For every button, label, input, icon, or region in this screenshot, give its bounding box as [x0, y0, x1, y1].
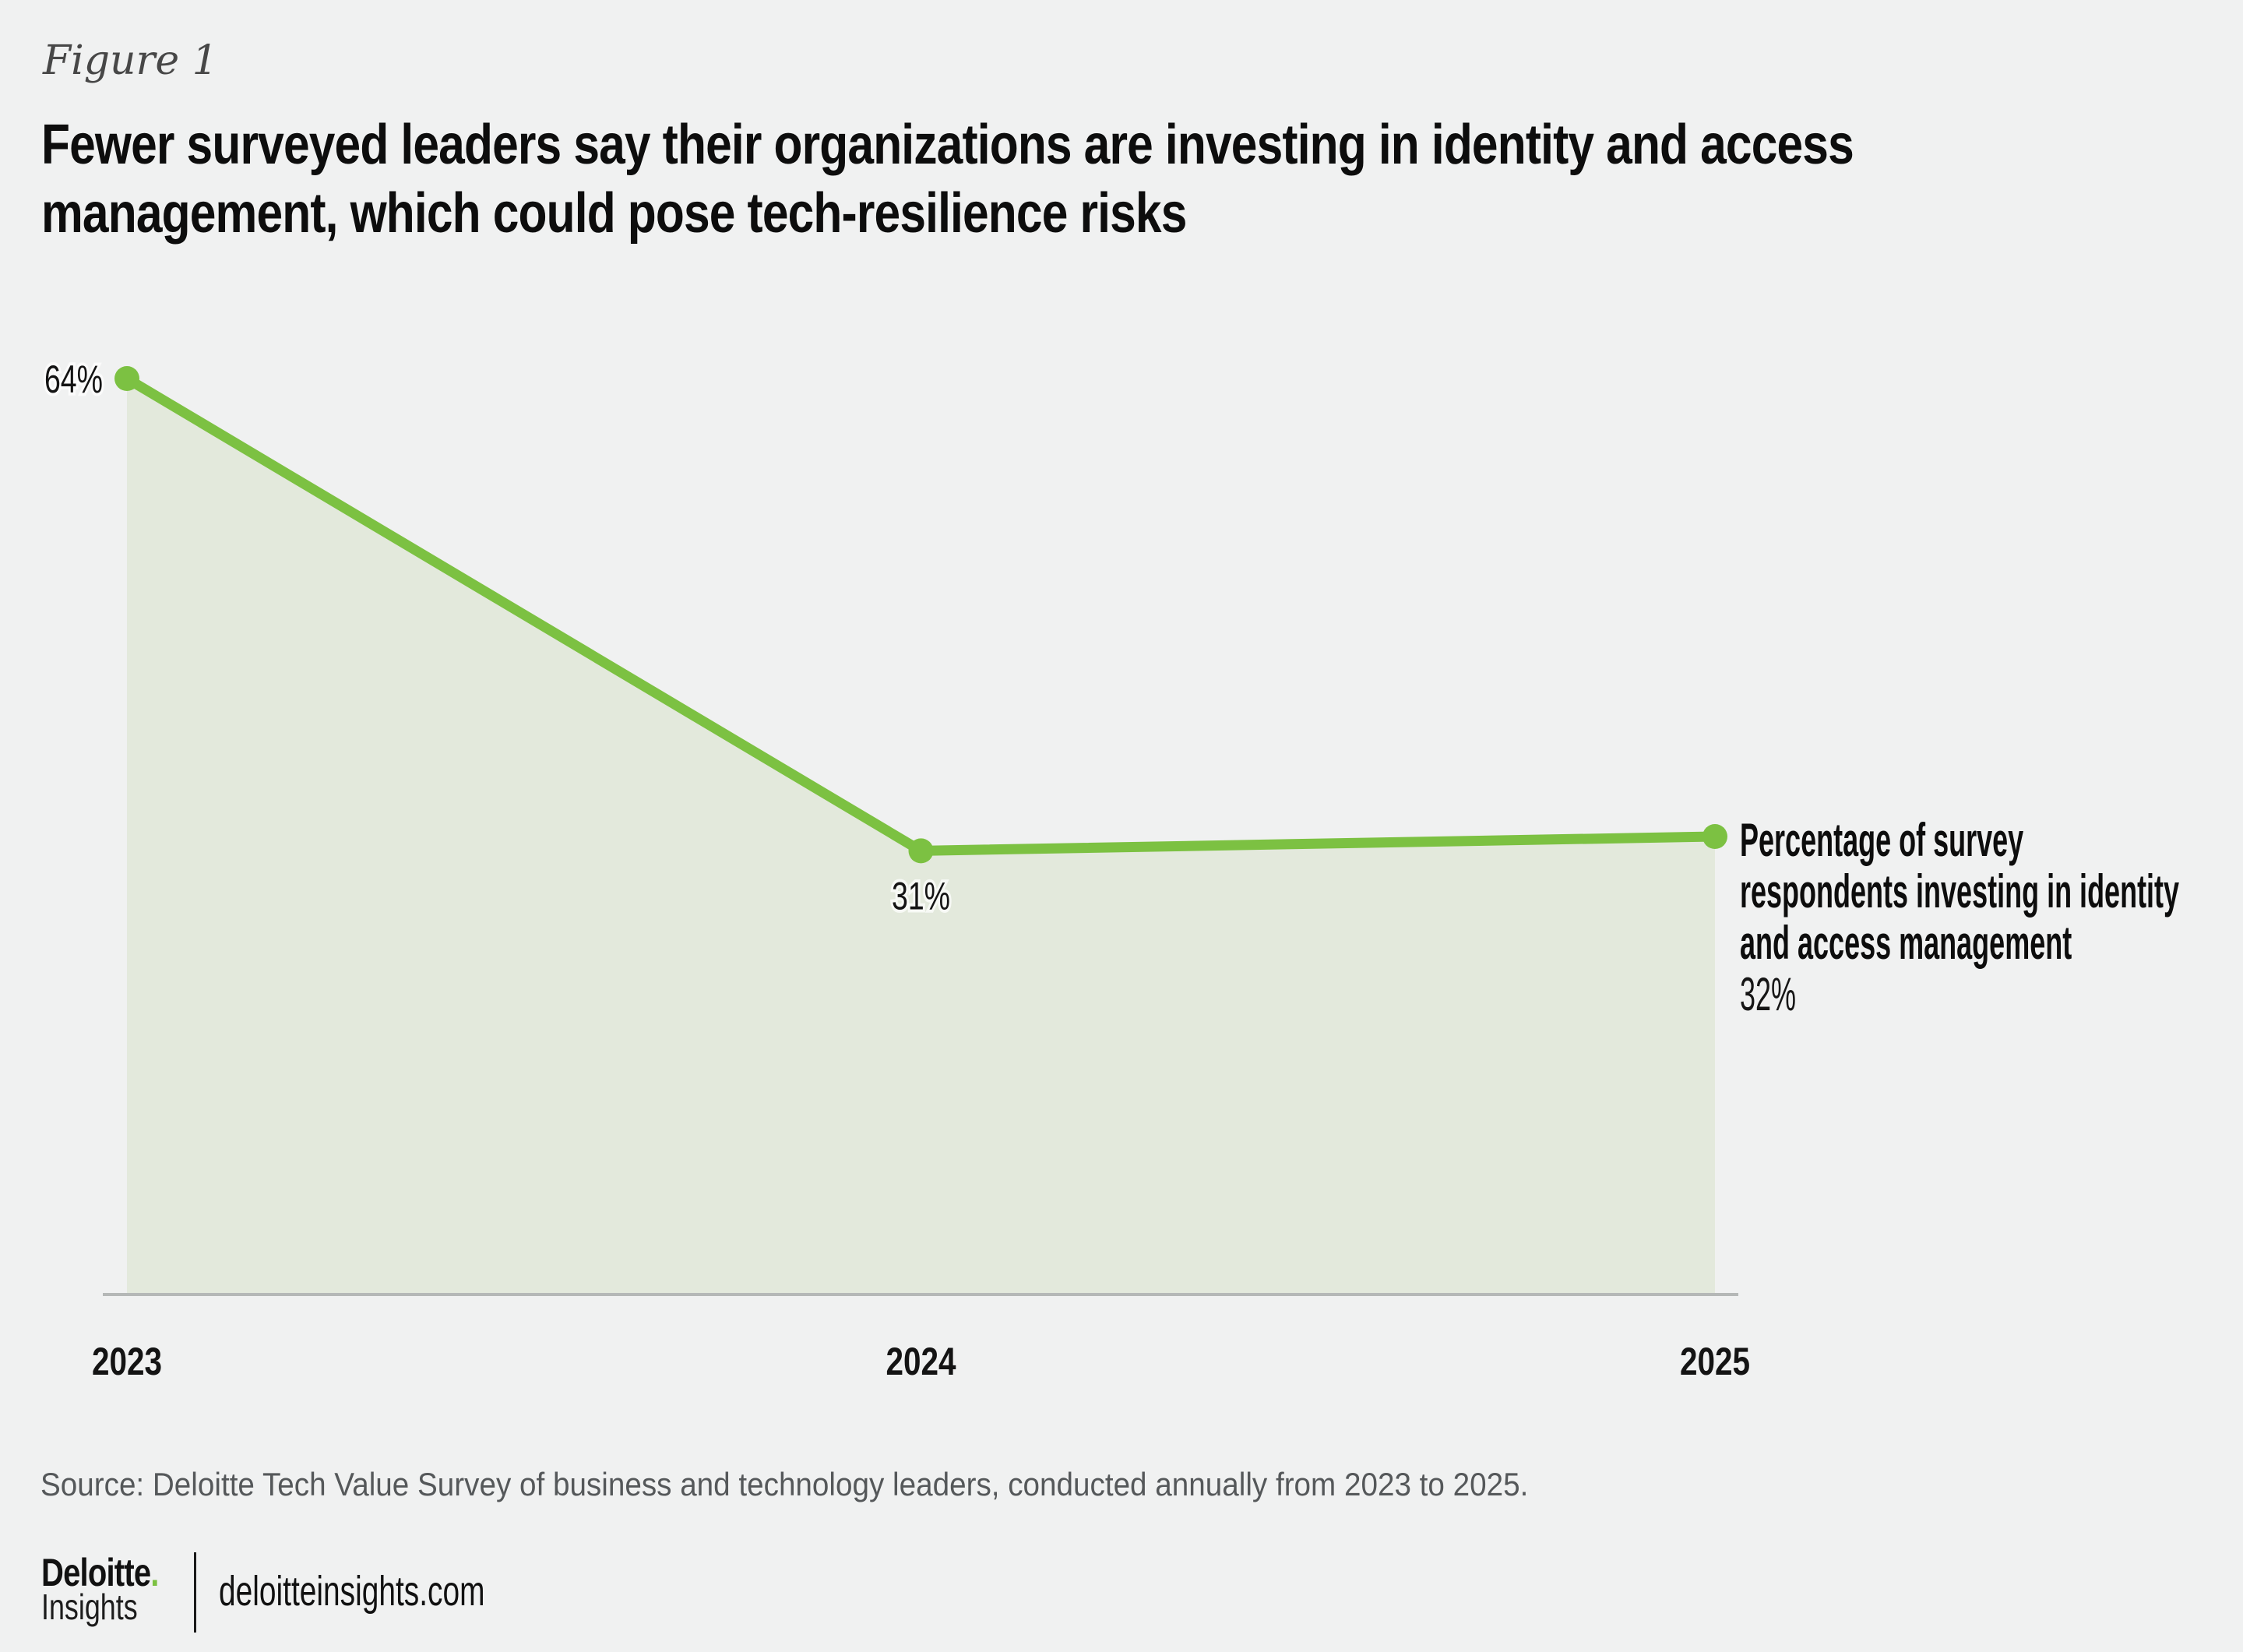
x-axis-line	[103, 1293, 1738, 1296]
data-label-2024: 31%	[892, 875, 950, 918]
data-label-2023: 64%	[44, 358, 103, 401]
data-point-2024	[908, 838, 934, 864]
area-fill	[127, 379, 1715, 1294]
insights-wordmark: Insights	[41, 1587, 138, 1627]
page-title-line-2: management, which could pose tech-resili…	[41, 182, 1187, 245]
legend-line-2: respondents investing in identity	[1740, 865, 2180, 918]
page-title: Fewer surveyed leaders say their organiz…	[41, 111, 1854, 248]
brand-text: Deloitte	[41, 1551, 151, 1594]
x-tick-2023: 2023	[92, 1340, 162, 1383]
legend-value: 32%	[1740, 968, 1797, 1020]
legend-line-3: and access management	[1740, 917, 2072, 969]
series-legend: Percentage of survey respondents investi…	[1740, 815, 2179, 1020]
brand-dot: .	[150, 1551, 159, 1594]
site-link[interactable]: deloitteinsights.com	[219, 1568, 485, 1615]
data-point-2023	[114, 366, 139, 391]
page-title-line-1: Fewer surveyed leaders say their organiz…	[41, 114, 1854, 176]
figure-label: Figure 1	[43, 37, 218, 84]
data-point-2025	[1702, 824, 1727, 849]
x-tick-2024: 2024	[886, 1340, 956, 1383]
x-tick-2025: 2025	[1680, 1340, 1750, 1383]
deloitte-wordmark: Deloitte.	[41, 1550, 159, 1595]
legend-line-1: Percentage of survey	[1740, 814, 2024, 866]
logo-divider	[194, 1552, 196, 1633]
source-note: Source: Deloitte Tech Value Survey of bu…	[40, 1466, 1529, 1502]
trend-chart: 64% 31% 2023 2024 2025	[41, 355, 1750, 1383]
